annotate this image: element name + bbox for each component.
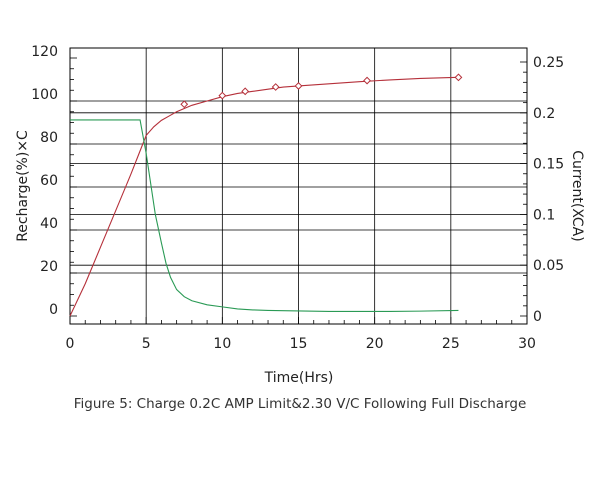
x-axis-title: Time(Hrs): [264, 370, 334, 386]
y-tick-label: 0: [49, 302, 58, 318]
y-tick-label: 100: [31, 87, 58, 103]
y-tick-label: 120: [31, 44, 58, 60]
y2-tick-label: 0.1: [533, 207, 555, 223]
x-tick-label: 30: [518, 336, 536, 352]
tick-labels: 0 5 10 15 20 25 30 0 20 40 60 80 100 120 0 0.05 0.1 0.15 0…: [31, 44, 564, 352]
recharge-marker: [241, 87, 250, 96]
y-tick-label: 60: [40, 173, 58, 189]
x-tick-label: 10: [213, 336, 231, 352]
recharge-marker: [294, 82, 303, 90]
y2-tick-label: 0.05: [533, 258, 564, 274]
recharge-marker: [271, 83, 280, 91]
recharge-series-line: [69, 76, 459, 317]
x-tick-label: 0: [66, 336, 75, 352]
figure-caption: Figure 5: Charge 0.2C AMP Limit&2.30 V/C…: [73, 396, 527, 412]
y-axis-title: Recharge(%)×C: [15, 130, 31, 242]
recharge-marker: [218, 91, 227, 100]
charge-chart: 0 5 10 15 20 25 30 0 20 40 60 80 100 120 0 0.05 0.1 0.15 0…: [15, 44, 585, 386]
recharge-marker: [180, 100, 189, 109]
recharge-marker: [454, 73, 463, 82]
y2-axis-title: Current(XCA): [569, 150, 585, 241]
recharge-marker: [363, 76, 371, 85]
y2-tick-label: 0.15: [533, 157, 564, 173]
y2-tick-label: 0.25: [533, 55, 564, 71]
x-tick-label: 5: [142, 336, 151, 352]
x-tick-label: 20: [366, 336, 384, 352]
chart-grid: [70, 48, 527, 324]
y-tick-label: 20: [40, 259, 58, 275]
y2-tick-label: 0: [533, 309, 542, 325]
minor-ticks: [69, 57, 528, 324]
y-tick-label: 40: [40, 216, 58, 232]
y-tick-label: 80: [40, 130, 58, 146]
current-series-line: [70, 119, 459, 312]
x-tick-label: 25: [442, 336, 460, 352]
y2-tick-label: 0.2: [533, 106, 555, 122]
x-tick-label: 15: [290, 336, 308, 352]
series-layer: [69, 73, 463, 317]
